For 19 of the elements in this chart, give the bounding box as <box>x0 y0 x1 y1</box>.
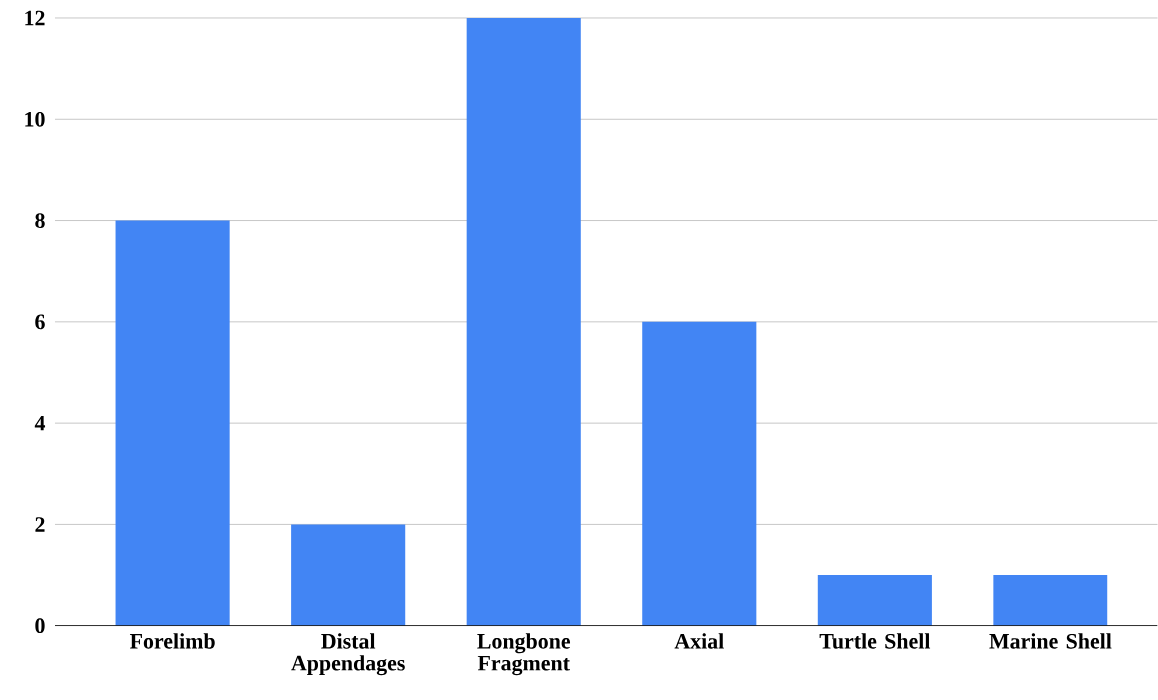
y-tick-label: 4 <box>34 416 46 431</box>
y-tick-label: 10 <box>25 112 45 127</box>
bar <box>993 575 1108 626</box>
x-tick-label: Longbone Fragment <box>477 633 571 676</box>
y-tick-label: 12 <box>25 10 45 26</box>
x-tick-label: Axial <box>674 633 724 649</box>
x-tick-label: Distal Appendages <box>291 633 405 676</box>
x-tick-label: Turtle Shell <box>819 633 931 649</box>
bar <box>291 524 406 626</box>
y-tick-label: 6 <box>35 314 45 330</box>
bar <box>642 322 757 626</box>
y-tick-label: 2 <box>35 517 45 532</box>
bar <box>466 18 581 626</box>
bar <box>817 575 932 626</box>
y-tick-label: 8 <box>35 213 45 229</box>
y-tick-label: 0 <box>35 618 45 634</box>
bar <box>115 220 230 626</box>
x-tick-label: Forelimb <box>129 633 215 649</box>
x-tick-label: Marine Shell <box>989 633 1112 649</box>
